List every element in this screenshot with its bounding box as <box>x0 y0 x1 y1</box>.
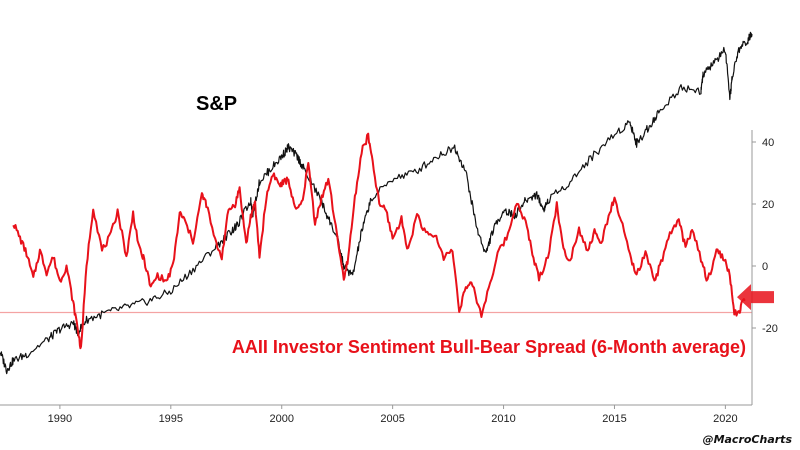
x-axis: 1990 1995 2000 2005 2010 2015 2020 <box>0 404 752 425</box>
x-axis-ticks: 1990 1995 2000 2005 2010 2015 2020 <box>48 405 738 425</box>
series-layer <box>0 31 753 375</box>
highlight-arrow-icon <box>737 284 774 311</box>
aaii-series-title: AAII Investor Sentiment Bull-Bear Spread… <box>232 337 746 357</box>
y-tick-label: -20 <box>762 323 778 335</box>
arrow-marker-layer <box>737 284 774 311</box>
x-tick-label: 2005 <box>380 413 404 425</box>
x-tick-label: 2015 <box>602 413 626 425</box>
sp-series-title: S&P <box>196 93 237 115</box>
macrocharts-credit: @MacroCharts <box>703 433 793 446</box>
sp-line <box>0 31 753 375</box>
y-tick-label: 0 <box>762 261 768 273</box>
x-tick-label: 1995 <box>159 413 183 425</box>
y-axis-right: 40 20 0 -20 <box>751 130 778 405</box>
aaii-spread-line <box>12 132 746 350</box>
x-tick-label: 2010 <box>491 413 515 425</box>
y-tick-label: 20 <box>762 199 774 211</box>
x-tick-label: 2020 <box>713 413 737 425</box>
plot-area <box>0 31 753 375</box>
y-axis-ticks: 40 20 0 -20 <box>752 137 778 335</box>
x-tick-label: 1990 <box>48 413 72 425</box>
x-tick-label: 2000 <box>269 413 293 425</box>
y-tick-label: 40 <box>762 137 774 149</box>
